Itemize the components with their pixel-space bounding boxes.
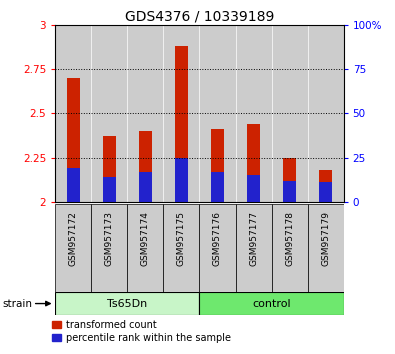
Bar [211, 129, 224, 202]
Text: GSM957179: GSM957179 [321, 211, 330, 266]
Bar [319, 182, 332, 202]
Bar [139, 172, 152, 202]
Bar [127, 25, 164, 202]
Bar [164, 25, 199, 202]
Bar [319, 170, 332, 202]
Bar [199, 25, 235, 202]
Text: GSM957173: GSM957173 [105, 211, 114, 266]
Bar [235, 25, 272, 202]
Bar [272, 25, 308, 202]
Bar [103, 136, 116, 202]
Text: GSM957176: GSM957176 [213, 211, 222, 266]
Text: Ts65Dn: Ts65Dn [107, 298, 147, 309]
Text: GSM957175: GSM957175 [177, 211, 186, 266]
Title: GDS4376 / 10339189: GDS4376 / 10339189 [125, 10, 274, 24]
Text: GSM957172: GSM957172 [69, 211, 78, 266]
Bar [283, 158, 296, 202]
Bar [91, 204, 127, 292]
Text: strain: strain [2, 298, 32, 309]
Bar [211, 172, 224, 202]
Bar [247, 124, 260, 202]
Bar [139, 131, 152, 202]
Bar [164, 204, 199, 292]
Bar [283, 181, 296, 202]
Bar [308, 204, 344, 292]
Bar [55, 292, 199, 315]
Bar [91, 25, 127, 202]
Bar [175, 158, 188, 202]
Bar [103, 177, 116, 202]
Text: GSM957178: GSM957178 [285, 211, 294, 266]
Text: control: control [252, 298, 291, 309]
Bar [175, 46, 188, 202]
Bar [235, 204, 272, 292]
Bar [308, 25, 344, 202]
Text: GSM957177: GSM957177 [249, 211, 258, 266]
Bar [55, 204, 91, 292]
Legend: transformed count, percentile rank within the sample: transformed count, percentile rank withi… [52, 320, 231, 343]
Bar [67, 168, 80, 202]
Bar [199, 292, 344, 315]
Bar [247, 175, 260, 202]
Bar [67, 78, 80, 202]
Text: GSM957174: GSM957174 [141, 211, 150, 266]
Bar [199, 204, 235, 292]
Bar [55, 25, 91, 202]
Bar [127, 204, 164, 292]
Bar [272, 204, 308, 292]
